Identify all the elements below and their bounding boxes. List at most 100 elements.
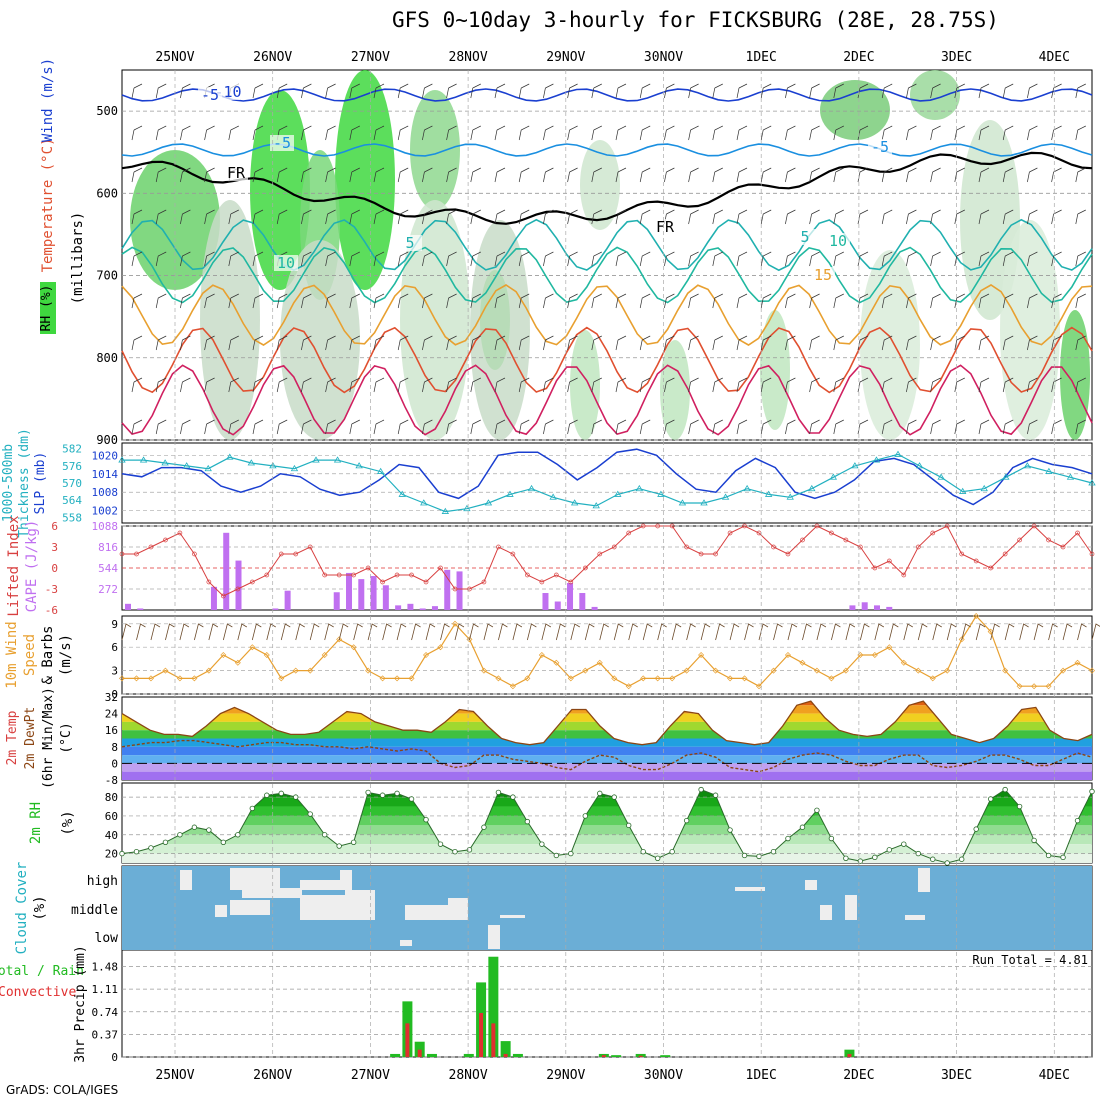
label-slp: SLP (mb) [33, 452, 48, 515]
li-point [220, 593, 226, 599]
label-2m-rh: 2m RH [28, 802, 44, 844]
date-bottom-2DEC: 2DEC [843, 1068, 874, 1083]
upper-wind-barb [422, 335, 433, 351]
wind-point [162, 667, 169, 674]
upper-wind-barb [1002, 83, 1014, 99]
upper-wind-barb [349, 377, 360, 393]
contour-label-9: 15 [814, 266, 832, 284]
ytick-li-0: 0 [51, 562, 58, 575]
upper-wind-barb [760, 83, 772, 99]
upper-wind-barb [131, 209, 143, 225]
upper-wind-barb [155, 83, 167, 99]
wind-barb [700, 623, 711, 641]
wind-barb [526, 623, 537, 641]
precip-bar-convective [847, 1053, 852, 1057]
temp-band-9 [122, 771, 1092, 780]
upper-wind-barb [954, 125, 965, 141]
li-point [409, 572, 414, 578]
upper-wind-barb [615, 419, 627, 435]
wind-point [451, 620, 458, 627]
rh-point [408, 796, 415, 802]
upper-wind-barb [760, 251, 772, 267]
ytick-slp-1002: 1002 [92, 505, 119, 518]
rh-band-5 [122, 834, 1092, 845]
wind-point [495, 675, 502, 682]
rh-band-1 [122, 797, 1092, 807]
upper-wind-barb [155, 419, 167, 435]
li-point [901, 572, 907, 578]
date-top-2DEC: 2DEC [843, 50, 874, 65]
upper-wind-barb [857, 167, 869, 183]
wind-barb [642, 623, 653, 641]
upper-wind-barb [688, 83, 699, 99]
precip-bar-total [414, 1041, 425, 1057]
upper-wind-barb [833, 335, 844, 351]
date-bottom-25NOV: 25NOV [155, 1068, 194, 1083]
rh-band-6 [122, 844, 1092, 854]
rh-point [539, 841, 545, 847]
rh-point [1060, 854, 1066, 861]
wind-barb [179, 623, 190, 641]
upper-wind-barb [906, 209, 917, 225]
upper-wind-barb [833, 251, 844, 267]
upper-wind-barb [470, 167, 481, 183]
upper-wind-barb [1051, 167, 1062, 183]
li-point [626, 530, 632, 536]
upper-wind-barb [736, 251, 748, 267]
upper-wind-barb [615, 335, 627, 351]
upper-wind-barb [736, 167, 748, 183]
upper-wind-barb [760, 419, 772, 435]
upper-wind-barb [518, 335, 530, 351]
cape-bar [284, 590, 291, 610]
ytick-p500: 500 [96, 104, 118, 118]
series-2m-dewpt [121, 739, 1093, 773]
cape-bar [395, 605, 402, 610]
upper-wind-barb [1027, 251, 1038, 267]
li-point [568, 579, 574, 585]
contour-label-10: -5 [201, 86, 219, 104]
upper-wind-barb [446, 125, 457, 141]
ytick-p700: 700 [96, 269, 118, 283]
temp-band-8 [122, 763, 1092, 772]
upper-wind-barb [567, 83, 578, 99]
contour-label-3: FR [656, 218, 675, 236]
upper-wind-barb [736, 83, 748, 99]
upper-wind-barb [301, 251, 312, 267]
thickness-point [635, 484, 644, 492]
rh-point [611, 794, 617, 800]
upper-wind-barb [518, 419, 530, 435]
date-top-4DEC: 4DEC [1039, 50, 1070, 65]
wind-point [509, 683, 516, 690]
cape-bar [861, 602, 868, 610]
upper-wind-barb [349, 125, 360, 141]
ytick-cape-272: 272 [98, 583, 118, 596]
upper-wind-barb [881, 419, 893, 435]
wind-point [741, 675, 748, 682]
upper-wind-barb [276, 419, 288, 435]
upper-wind-barb [373, 293, 385, 309]
ytick-temp--8: -8 [105, 774, 118, 787]
wind-barb [498, 623, 508, 641]
upper-wind-barb [881, 335, 893, 351]
wind-point [278, 675, 285, 682]
ytick-p600: 600 [96, 186, 118, 200]
rh-shade-4 [410, 90, 460, 210]
upper-wind-barb [204, 209, 215, 225]
wind-barb [990, 623, 1000, 641]
upper-wind-barb [276, 293, 288, 309]
ytick-thickness-576: 576 [62, 460, 82, 473]
precip-bar-total [635, 1053, 646, 1057]
upper-wind-barb [954, 209, 965, 225]
thickness-point [657, 490, 665, 497]
upper-wind-barb [785, 335, 796, 351]
ytick-wind-6: 6 [111, 641, 118, 654]
li-point [959, 551, 965, 557]
upper-wind-barb [131, 335, 143, 351]
rh-point [553, 852, 560, 859]
wind-barb [396, 623, 407, 641]
li-point [684, 544, 689, 550]
upper-wind-barb [373, 377, 385, 393]
temp-band-4 [122, 730, 1092, 739]
wind-barb [411, 623, 421, 641]
upper-wind-barb [833, 377, 844, 393]
